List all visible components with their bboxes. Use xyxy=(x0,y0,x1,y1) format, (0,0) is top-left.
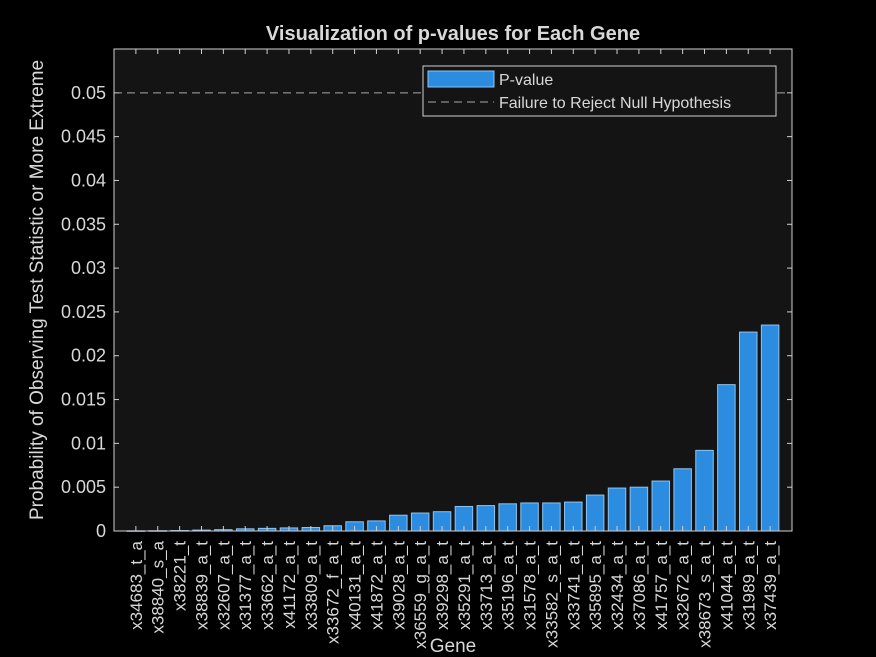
bar-x32434_a_t xyxy=(607,487,627,532)
x-tick-label: x39028_a_t xyxy=(389,541,408,630)
bars-group xyxy=(126,324,780,532)
x-tick-label: x32434_a_t xyxy=(608,541,627,630)
x-tick-label: x39298_a_t xyxy=(433,541,452,630)
x-tick-label: x33713_a_t xyxy=(477,541,496,630)
bar-x37439_a_t xyxy=(760,324,780,532)
y-tick-label: 0.035 xyxy=(61,214,106,234)
x-tick-label: x31578_a_t xyxy=(521,541,540,630)
legend-label-threshold: Failure to Reject Null Hypothesis xyxy=(499,95,731,112)
x-tick-label: x33662_a_t xyxy=(258,541,277,630)
y-tick-label: 0.03 xyxy=(71,258,106,278)
bar-x31989_a_t xyxy=(739,331,758,532)
y-tick-label: 0.05 xyxy=(71,83,106,103)
x-tick-label: x31377_a_t xyxy=(236,541,255,630)
x-tick-label: x38673_s_a_t xyxy=(696,541,715,648)
bar-x41757_a_t xyxy=(651,480,671,532)
axes-box xyxy=(113,48,793,532)
y-tick-label: 0.025 xyxy=(61,302,106,322)
x-tick-label: x36559_g_a_t xyxy=(411,541,430,649)
x-tick-label: x41172_a_t xyxy=(280,541,299,629)
x-tick-label: x32672_a_t xyxy=(674,541,693,630)
x-tick-label: x38221_t xyxy=(171,541,190,611)
y-tick-label: 0.015 xyxy=(61,390,106,410)
y-axis-ticks: 0 0.005 0.01 0.015 0.02 0.025 0.03 0.035 0.04 0.0… xyxy=(61,83,792,541)
x-tick-label: x41044_a_t xyxy=(717,541,736,630)
x-tick-label: x32607_a_t xyxy=(214,541,233,630)
y-axis-label: Probability of Observing Test Statistic … xyxy=(27,60,48,520)
x-tick-label: x38839_a_t xyxy=(192,541,211,630)
x-tick-label: x37086_a_t xyxy=(630,541,649,630)
x-tick-label: x35196_a_t xyxy=(499,541,518,630)
bar-x41044_a_t xyxy=(717,384,736,532)
x-axis-label: Gene xyxy=(430,636,476,657)
x-tick-label: x31989_a_t xyxy=(739,541,758,630)
legend: P-value Failure to Reject Null Hypothesi… xyxy=(422,65,777,117)
y-tick-label: 0 xyxy=(96,521,106,541)
x-tick-label: x33582_s_a_t xyxy=(542,541,561,648)
x-tick-label: x41757_a_t xyxy=(652,541,671,630)
x-tick-label: x33672_f_a_t xyxy=(324,541,343,644)
y-tick-label: 0.02 xyxy=(71,346,106,366)
legend-label-pvalue: P-value xyxy=(499,72,553,89)
bar-x37086_a_t xyxy=(629,486,649,532)
y-tick-label: 0.04 xyxy=(71,170,106,190)
x-tick-label: x34683_t_a xyxy=(127,540,146,629)
x-tick-label: x37439_a_t xyxy=(761,541,780,630)
y-tick-label: 0.005 xyxy=(61,477,106,497)
x-tick-label: x40131_a_t xyxy=(346,541,365,630)
plot-area xyxy=(114,49,792,531)
y-tick-label: 0.01 xyxy=(71,433,106,453)
x-tick-label: x35291_a_t xyxy=(455,541,474,630)
x-tick-label: x38840_s_a xyxy=(149,540,168,633)
x-tick-label: x35895_a_t xyxy=(586,541,605,630)
x-axis-ticks: x34683_t_a x38840_s_a x38221_t x38839_a_t x3… xyxy=(127,49,780,649)
y-tick-label: 0.045 xyxy=(61,127,106,147)
x-tick-label: x41872_a_t xyxy=(367,541,386,630)
x-tick-label: x33741_a_t xyxy=(564,541,583,630)
legend-bar-swatch xyxy=(427,70,495,88)
bar-x38673_s_a_t xyxy=(695,449,714,532)
chart-title: Visualization of p-values for Each Gene xyxy=(266,23,640,45)
bar-x32672_a_t xyxy=(673,468,692,532)
bar-x35895_a_t xyxy=(585,494,605,532)
x-tick-label: x33809_a_t xyxy=(302,541,321,630)
